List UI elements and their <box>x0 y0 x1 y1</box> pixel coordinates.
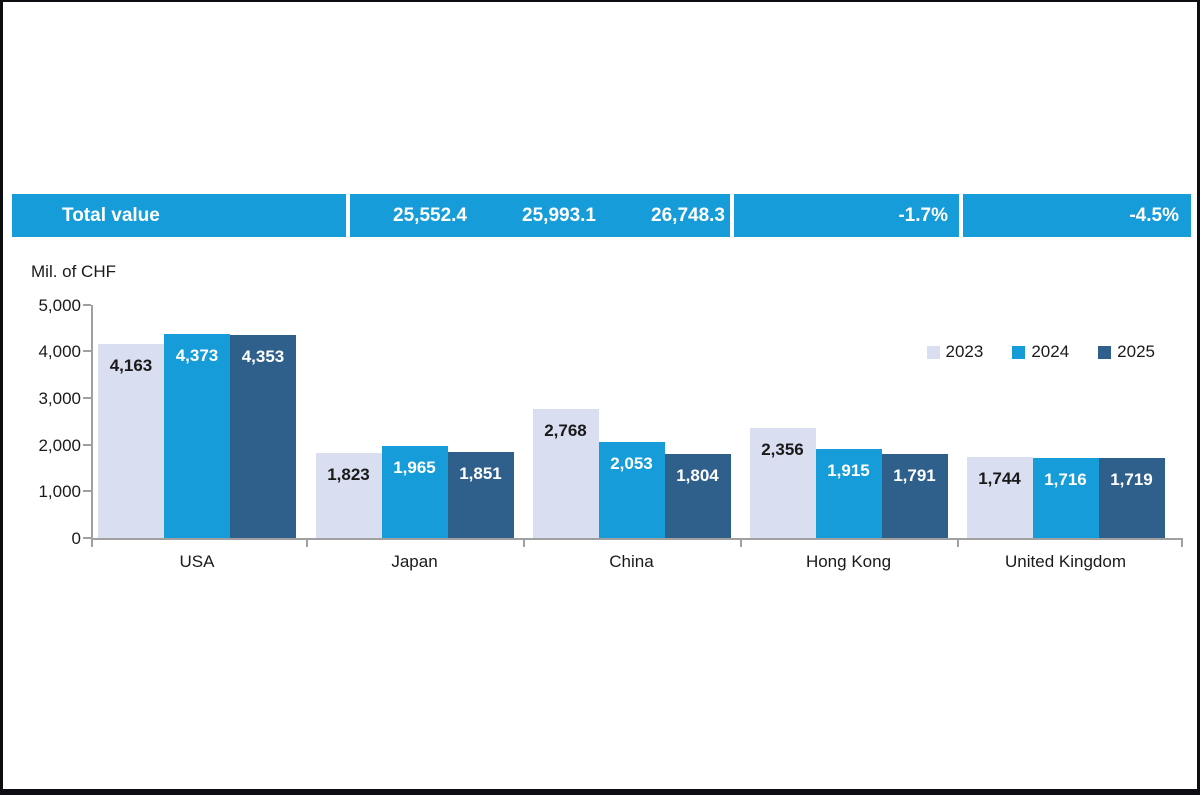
y-tick-label-1000: 1,000 <box>38 482 81 502</box>
x-axis-label-japan: Japan <box>391 552 438 571</box>
bar-value-japan-2024: 1,965 <box>393 458 436 478</box>
bar-united-kingdom-2023 <box>966 456 1033 538</box>
y-tick-mark-2000 <box>83 443 91 446</box>
bar-value-hong-kong-2025: 1,791 <box>893 466 936 486</box>
bar-hong-kong-2024 <box>815 448 882 538</box>
legend-swatch-2025 <box>1098 345 1112 359</box>
change-2025-cell: -4.5% <box>963 194 1191 237</box>
bar-value-united-kingdom-2025: 1,719 <box>1110 469 1153 489</box>
y-tick-label-0: 0 <box>71 529 81 548</box>
legend-item-2024: 2024 <box>1012 342 1069 362</box>
bar-value-usa-2024: 4,373 <box>175 345 219 365</box>
legend-swatch-2024 <box>1012 345 1026 359</box>
legend-label-2023: 2023 <box>945 342 984 361</box>
bar-china-2023 <box>532 408 599 538</box>
y-tick-mark-3000 <box>83 396 91 399</box>
total-2023: 25,552.4 <box>393 204 467 226</box>
x-tick-mark-4 <box>957 538 959 547</box>
total-value-label-cell: Total value <box>12 194 346 237</box>
total-value-banner: Total value 25,552.4 25,993.1 26,748.3 -… <box>12 194 1191 237</box>
x-axis-label-united-kingdom: United Kingdom <box>1005 552 1126 571</box>
y-tick-mark-4000 <box>83 350 91 353</box>
bar-value-china-2023: 2,768 <box>544 420 587 440</box>
legend-item-2025: 2025 <box>1098 342 1155 362</box>
total-2025: 26,748.3 <box>651 204 725 226</box>
total-value-numbers-cell: 25,552.4 25,993.1 26,748.3 <box>350 194 730 237</box>
bar-usa-2025 <box>230 334 296 538</box>
legend-swatch-2023 <box>926 345 940 359</box>
x-axis-label-china: China <box>609 552 654 571</box>
legend-item-2023: 2023 <box>926 342 984 362</box>
change-2024-cell: -1.7% <box>734 194 959 237</box>
bar-value-usa-2023: 4,163 <box>109 355 153 375</box>
bar-japan-2025 <box>447 451 514 538</box>
bar-value-united-kingdom-2023: 1,744 <box>978 468 1021 488</box>
bar-japan-2024 <box>381 446 448 538</box>
bar-value-japan-2023: 1,823 <box>327 464 370 484</box>
x-axis-line <box>91 538 1181 540</box>
bar-value-japan-2025: 1,851 <box>459 463 502 483</box>
change-2024: -1.7% <box>898 204 948 226</box>
bar-usa-2023 <box>98 343 164 538</box>
bar-value-usa-2025: 4,353 <box>241 346 285 366</box>
bar-value-united-kingdom-2024: 1,716 <box>1044 469 1087 489</box>
bar-value-china-2024: 2,053 <box>610 454 653 474</box>
total-value-label: Total value <box>62 204 160 226</box>
x-axis-label-usa: USA <box>179 552 215 571</box>
y-tick-mark-0 <box>83 537 91 539</box>
x-tick-mark-1 <box>305 538 308 547</box>
x-tick-mark-5 <box>1181 538 1183 547</box>
y-tick-label-4000: 4,000 <box>38 342 81 362</box>
bar-hong-kong-2025 <box>881 454 948 538</box>
change-2025: -4.5% <box>1129 204 1179 226</box>
chart-legend: 2023 2024 2025 <box>903 342 1155 362</box>
bar-value-china-2025: 1,804 <box>676 465 719 485</box>
y-tick-label-2000: 2,000 <box>38 435 81 455</box>
bar-china-2025 <box>664 453 731 538</box>
legend-label-2024: 2024 <box>1031 342 1070 361</box>
y-tick-label-5000: 5,000 <box>38 295 81 315</box>
bar-hong-kong-2023 <box>749 427 816 538</box>
x-axis-label-hong-kong: Hong Kong <box>805 552 892 571</box>
x-tick-mark-2 <box>523 538 525 547</box>
bar-value-hong-kong-2023: 2,356 <box>761 439 804 459</box>
y-axis-line <box>91 304 93 540</box>
legend-label-2025: 2025 <box>1117 342 1155 361</box>
y-tick-label-3000: 3,000 <box>38 388 81 408</box>
total-2024: 25,993.1 <box>522 204 596 226</box>
x-tick-mark-0 <box>91 538 93 547</box>
y-axis-unit-label: Mil. of CHF <box>31 262 116 281</box>
bar-united-kingdom-2025 <box>1098 457 1165 538</box>
x-tick-mark-3 <box>740 538 742 547</box>
y-tick-mark-5000 <box>83 303 91 306</box>
bar-united-kingdom-2024 <box>1032 457 1099 538</box>
bar-value-hong-kong-2024: 1,915 <box>827 460 870 480</box>
y-tick-mark-1000 <box>83 490 91 493</box>
bar-china-2024 <box>598 442 665 538</box>
bar-usa-2024 <box>164 333 230 538</box>
bar-japan-2023 <box>315 452 382 538</box>
